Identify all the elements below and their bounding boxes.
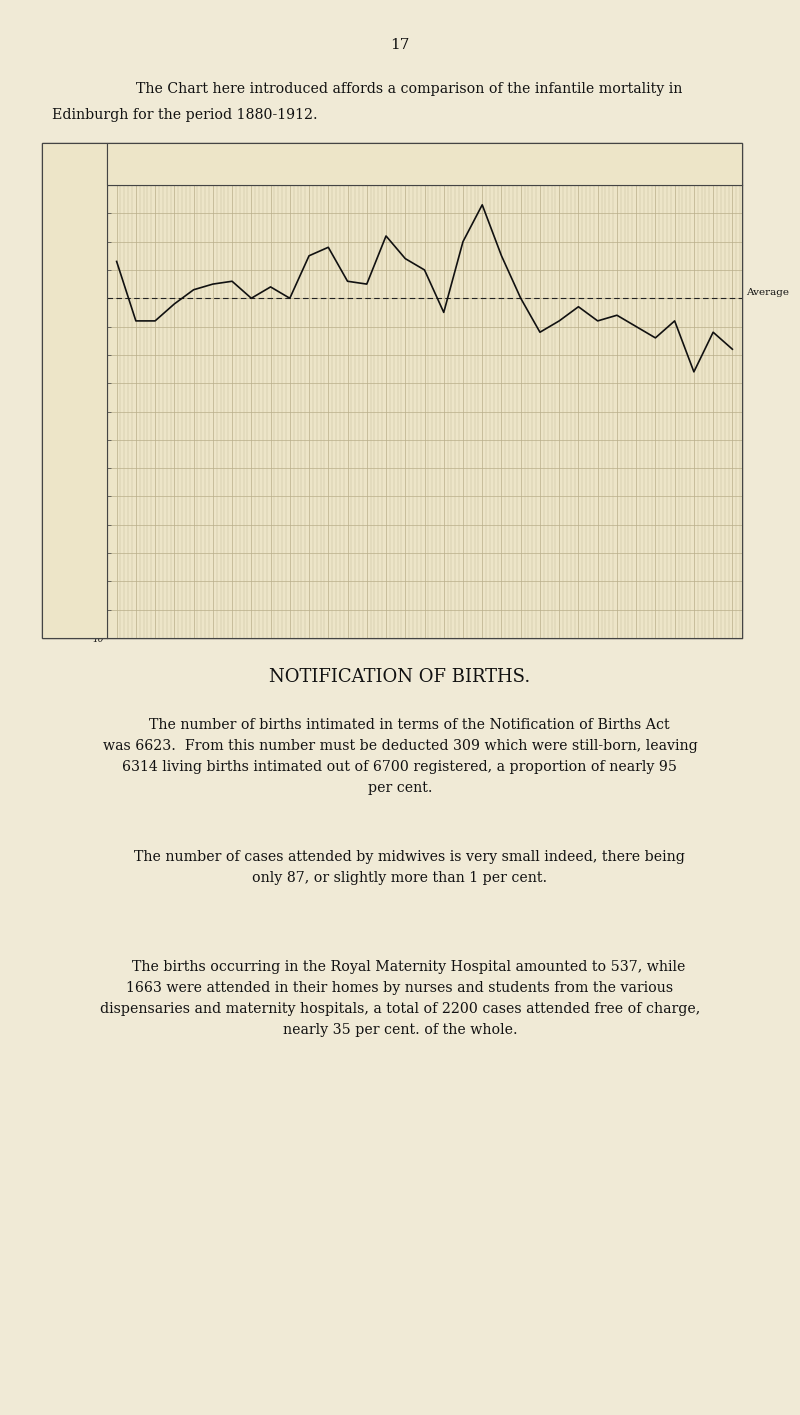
Text: 7: 7 (634, 170, 639, 178)
Text: 9: 9 (672, 170, 678, 178)
Text: 1910: 1910 (690, 161, 698, 181)
Text: 2: 2 (345, 170, 350, 178)
Text: 17: 17 (390, 38, 410, 52)
Text: 1890: 1890 (305, 161, 313, 181)
Text: 7: 7 (249, 170, 254, 178)
Text: 5: 5 (595, 170, 600, 178)
Text: 4: 4 (576, 170, 581, 178)
Text: 5: 5 (402, 170, 408, 178)
Text: 4: 4 (383, 170, 389, 178)
Text: 9: 9 (287, 170, 293, 178)
Text: NOTIFICATION OF BIRTHS.: NOTIFICATION OF BIRTHS. (270, 668, 530, 686)
Text: Average: Average (746, 287, 789, 297)
Text: Births.: Births. (54, 242, 94, 255)
Text: 2: 2 (153, 170, 158, 178)
Text: 7: 7 (441, 170, 446, 178)
Text: 2: 2 (730, 170, 735, 178)
Text: Deaths: Deaths (54, 163, 95, 175)
Text: 1: 1 (518, 170, 523, 178)
Text: The number of births intimated in terms of the Notification of Births Act
was 66: The number of births intimated in terms … (102, 717, 698, 795)
Text: 8: 8 (268, 170, 274, 178)
Text: 9: 9 (479, 170, 485, 178)
Text: The births occurring in the Royal Maternity Hospital amounted to 537, while
1663: The births occurring in the Royal Matern… (100, 959, 700, 1037)
Text: 3: 3 (557, 170, 562, 178)
Text: 1: 1 (710, 170, 716, 178)
Text: The number of cases attended by midwives is very small indeed, there being
only : The number of cases attended by midwives… (115, 850, 685, 886)
Text: YEARS: YEARS (401, 146, 448, 158)
Text: per 1000: per 1000 (47, 202, 102, 215)
Text: 3: 3 (364, 170, 370, 178)
Text: 1880: 1880 (113, 161, 121, 181)
Text: 8: 8 (653, 170, 658, 178)
Text: 2: 2 (538, 170, 542, 178)
Text: 6: 6 (230, 170, 234, 178)
Text: 1900: 1900 (498, 161, 506, 181)
Text: 1: 1 (326, 170, 331, 178)
Text: The Chart here introduced affords a comparison of the infantile mortality in: The Chart here introduced affords a comp… (118, 82, 682, 96)
Text: 3: 3 (172, 170, 177, 178)
Text: 6: 6 (614, 170, 620, 178)
Text: 5: 5 (210, 170, 215, 178)
Text: 4: 4 (191, 170, 196, 178)
Text: 6: 6 (422, 170, 427, 178)
Text: Edinburgh for the period 1880-1912.: Edinburgh for the period 1880-1912. (52, 108, 318, 122)
Text: 8: 8 (460, 170, 466, 178)
Text: 1: 1 (133, 170, 138, 178)
